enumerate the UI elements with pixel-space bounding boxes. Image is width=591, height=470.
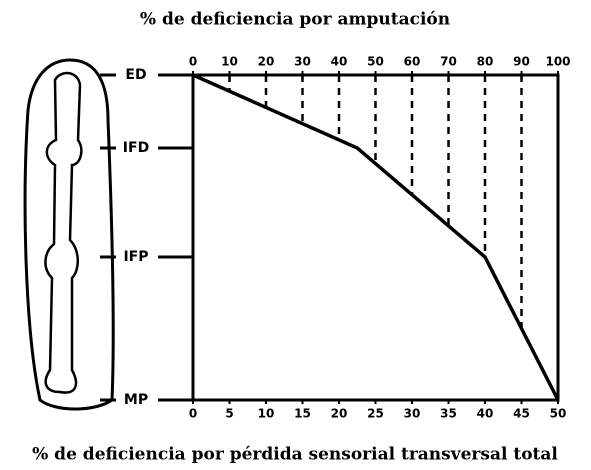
x-axis-label: % de deficiencia por pérdida sensorial t… <box>32 445 558 465</box>
top-tick-label: 40 <box>331 55 348 69</box>
y-category-label: IFD <box>123 140 149 156</box>
top-tick-label: 80 <box>477 55 494 69</box>
finger-illustration <box>23 58 115 411</box>
y-category-label: MP <box>124 392 148 408</box>
bottom-tick-label: 10 <box>258 407 275 421</box>
bottom-tick-label: 50 <box>550 407 567 421</box>
top-tick-label: 0 <box>189 55 197 69</box>
bottom-tick-label: 20 <box>331 407 348 421</box>
bottom-tick-label: 40 <box>477 407 494 421</box>
top-tick-label: 50 <box>367 55 384 69</box>
top-tick-label: 30 <box>294 55 311 69</box>
y-category-label: IFP <box>123 249 148 265</box>
bottom-tick-label: 15 <box>294 407 311 421</box>
top-tick-label: 90 <box>513 55 530 69</box>
bottom-tick-label: 5 <box>225 407 233 421</box>
deficiency-line <box>192 73 560 401</box>
plot-frame <box>191 73 560 402</box>
chart-title: % de deficiencia por amputación <box>140 10 450 30</box>
y-category-label: ED <box>125 67 146 83</box>
bottom-tick-label: 25 <box>367 407 384 421</box>
bottom-tick-label: 35 <box>440 407 457 421</box>
top-tick-label: 60 <box>404 55 421 69</box>
top-tick-label: 10 <box>221 55 238 69</box>
top-tick-label: 20 <box>258 55 275 69</box>
bottom-tick-label: 0 <box>189 407 197 421</box>
bottom-tick-label: 30 <box>404 407 421 421</box>
top-tick-label: 70 <box>440 55 457 69</box>
bottom-tick-label: 45 <box>513 407 530 421</box>
top-tick-label: 100 <box>545 55 570 69</box>
